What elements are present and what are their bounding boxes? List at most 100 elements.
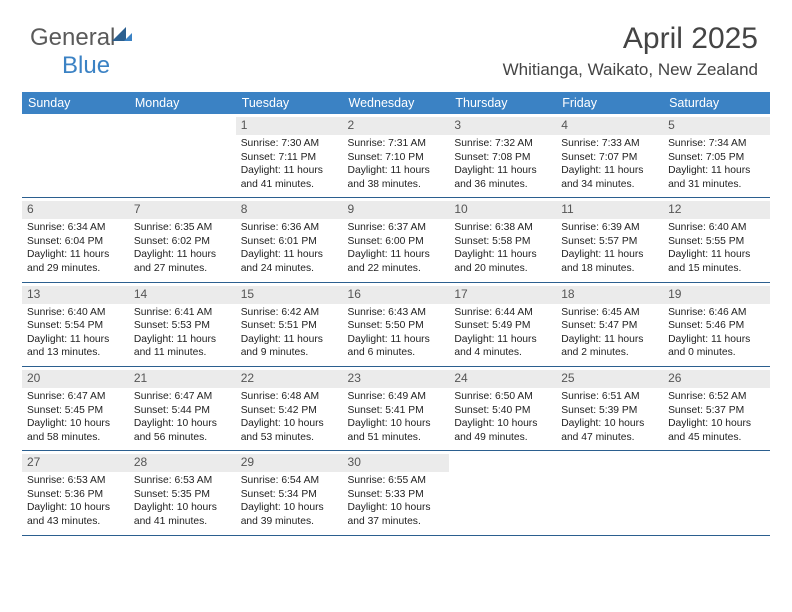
page-title: April 2025 (623, 22, 758, 56)
day-cell: 6 Sunrise: 6:34 AMSunset: 6:04 PMDaylight… (22, 198, 129, 281)
day-number: 21 (129, 370, 236, 388)
day-number: 10 (449, 201, 556, 219)
day-details: Sunrise: 7:34 AMSunset: 7:05 PMDaylight:… (668, 137, 765, 191)
day-details: Sunrise: 6:43 AMSunset: 5:50 PMDaylight:… (348, 306, 445, 360)
day-number: 12 (663, 201, 770, 219)
empty-cell (663, 451, 770, 534)
empty-cell (22, 114, 129, 197)
day-number: 3 (449, 117, 556, 135)
day-number: 13 (22, 286, 129, 304)
dow-header-cell: Thursday (449, 96, 556, 110)
day-details: Sunrise: 6:52 AMSunset: 5:37 PMDaylight:… (668, 390, 765, 444)
day-number: 17 (449, 286, 556, 304)
day-number: 14 (129, 286, 236, 304)
logo: General Blue (30, 24, 132, 80)
day-details: Sunrise: 6:45 AMSunset: 5:47 PMDaylight:… (561, 306, 658, 360)
day-cell: 27 Sunrise: 6:53 AMSunset: 5:36 PMDayligh… (22, 451, 129, 534)
day-cell: 28 Sunrise: 6:53 AMSunset: 5:35 PMDayligh… (129, 451, 236, 534)
dow-header-cell: Wednesday (343, 96, 450, 110)
day-cell: 22 Sunrise: 6:48 AMSunset: 5:42 PMDayligh… (236, 367, 343, 450)
day-cell: 2 Sunrise: 7:31 AMSunset: 7:10 PMDaylight… (343, 114, 450, 197)
day-cell: 13 Sunrise: 6:40 AMSunset: 5:54 PMDayligh… (22, 283, 129, 366)
day-number: 29 (236, 454, 343, 472)
dow-header-cell: Sunday (22, 96, 129, 110)
day-number: 22 (236, 370, 343, 388)
day-number: 20 (22, 370, 129, 388)
week-row: 6 Sunrise: 6:34 AMSunset: 6:04 PMDaylight… (22, 198, 770, 282)
day-details: Sunrise: 6:41 AMSunset: 5:53 PMDaylight:… (134, 306, 231, 360)
day-number: 27 (22, 454, 129, 472)
day-details: Sunrise: 6:49 AMSunset: 5:41 PMDaylight:… (348, 390, 445, 444)
dow-header-cell: Saturday (663, 96, 770, 110)
day-number: 6 (22, 201, 129, 219)
day-cell: 9 Sunrise: 6:37 AMSunset: 6:00 PMDaylight… (343, 198, 450, 281)
day-number: 15 (236, 286, 343, 304)
day-details: Sunrise: 6:42 AMSunset: 5:51 PMDaylight:… (241, 306, 338, 360)
day-number: 24 (449, 370, 556, 388)
day-details: Sunrise: 7:31 AMSunset: 7:10 PMDaylight:… (348, 137, 445, 191)
day-details: Sunrise: 6:53 AMSunset: 5:35 PMDaylight:… (134, 474, 231, 528)
page-subtitle: Whitianga, Waikato, New Zealand (503, 60, 758, 80)
day-details: Sunrise: 6:36 AMSunset: 6:01 PMDaylight:… (241, 221, 338, 275)
day-cell: 30 Sunrise: 6:55 AMSunset: 5:33 PMDayligh… (343, 451, 450, 534)
day-number: 9 (343, 201, 450, 219)
day-details: Sunrise: 6:50 AMSunset: 5:40 PMDaylight:… (454, 390, 551, 444)
day-cell: 20 Sunrise: 6:47 AMSunset: 5:45 PMDayligh… (22, 367, 129, 450)
dow-header-cell: Friday (556, 96, 663, 110)
day-details: Sunrise: 6:40 AMSunset: 5:55 PMDaylight:… (668, 221, 765, 275)
day-details: Sunrise: 7:30 AMSunset: 7:11 PMDaylight:… (241, 137, 338, 191)
day-number: 16 (343, 286, 450, 304)
day-number: 8 (236, 201, 343, 219)
day-details: Sunrise: 6:47 AMSunset: 5:44 PMDaylight:… (134, 390, 231, 444)
day-cell: 5 Sunrise: 7:34 AMSunset: 7:05 PMDaylight… (663, 114, 770, 197)
day-details: Sunrise: 6:55 AMSunset: 5:33 PMDaylight:… (348, 474, 445, 528)
day-details: Sunrise: 7:33 AMSunset: 7:07 PMDaylight:… (561, 137, 658, 191)
calendar-grid: SundayMondayTuesdayWednesdayThursdayFrid… (22, 92, 770, 536)
day-cell: 11Sunrise: 6:39 AMSunset: 5:57 PMDayligh… (556, 198, 663, 281)
day-number: 1 (236, 117, 343, 135)
week-row: 1 Sunrise: 7:30 AMSunset: 7:11 PMDaylight… (22, 114, 770, 198)
day-details: Sunrise: 6:48 AMSunset: 5:42 PMDaylight:… (241, 390, 338, 444)
day-details: Sunrise: 6:53 AMSunset: 5:36 PMDaylight:… (27, 474, 124, 528)
day-details: Sunrise: 6:51 AMSunset: 5:39 PMDaylight:… (561, 390, 658, 444)
day-cell: 24 Sunrise: 6:50 AMSunset: 5:40 PMDayligh… (449, 367, 556, 450)
day-number: 4 (556, 117, 663, 135)
dow-header-row: SundayMondayTuesdayWednesdayThursdayFrid… (22, 92, 770, 114)
day-number: 5 (663, 117, 770, 135)
empty-cell (129, 114, 236, 197)
logo-text-blue: Blue (62, 52, 110, 80)
day-details: Sunrise: 6:38 AMSunset: 5:58 PMDaylight:… (454, 221, 551, 275)
day-details: Sunrise: 6:47 AMSunset: 5:45 PMDaylight:… (27, 390, 124, 444)
empty-cell (449, 451, 556, 534)
day-cell: 23 Sunrise: 6:49 AMSunset: 5:41 PMDayligh… (343, 367, 450, 450)
day-details: Sunrise: 6:54 AMSunset: 5:34 PMDaylight:… (241, 474, 338, 528)
day-cell: 4 Sunrise: 7:33 AMSunset: 7:07 PMDaylight… (556, 114, 663, 197)
day-number: 30 (343, 454, 450, 472)
day-cell: 25Sunrise: 6:51 AMSunset: 5:39 PMDayligh… (556, 367, 663, 450)
day-details: Sunrise: 6:46 AMSunset: 5:46 PMDaylight:… (668, 306, 765, 360)
day-details: Sunrise: 6:37 AMSunset: 6:00 PMDaylight:… (348, 221, 445, 275)
day-number: 2 (343, 117, 450, 135)
day-number: 23 (343, 370, 450, 388)
day-cell: 8 Sunrise: 6:36 AMSunset: 6:01 PMDaylight… (236, 198, 343, 281)
day-number: 28 (129, 454, 236, 472)
day-number: 19 (663, 286, 770, 304)
day-cell: 10 Sunrise: 6:38 AMSunset: 5:58 PMDayligh… (449, 198, 556, 281)
empty-cell (556, 451, 663, 534)
day-cell: 15 Sunrise: 6:42 AMSunset: 5:51 PMDayligh… (236, 283, 343, 366)
day-cell: 26Sunrise: 6:52 AMSunset: 5:37 PMDayligh… (663, 367, 770, 450)
day-details: Sunrise: 7:32 AMSunset: 7:08 PMDaylight:… (454, 137, 551, 191)
week-row: 13 Sunrise: 6:40 AMSunset: 5:54 PMDayligh… (22, 283, 770, 367)
day-cell: 18Sunrise: 6:45 AMSunset: 5:47 PMDayligh… (556, 283, 663, 366)
week-row: 20 Sunrise: 6:47 AMSunset: 5:45 PMDayligh… (22, 367, 770, 451)
day-number: 11 (556, 201, 663, 219)
day-cell: 14 Sunrise: 6:41 AMSunset: 5:53 PMDayligh… (129, 283, 236, 366)
weeks-container: 1 Sunrise: 7:30 AMSunset: 7:11 PMDaylight… (22, 114, 770, 536)
logo-text-gray: General (30, 24, 115, 51)
day-details: Sunrise: 6:40 AMSunset: 5:54 PMDaylight:… (27, 306, 124, 360)
day-details: Sunrise: 6:35 AMSunset: 6:02 PMDaylight:… (134, 221, 231, 275)
day-number: 7 (129, 201, 236, 219)
day-cell: 3 Sunrise: 7:32 AMSunset: 7:08 PMDaylight… (449, 114, 556, 197)
day-cell: 21 Sunrise: 6:47 AMSunset: 5:44 PMDayligh… (129, 367, 236, 450)
day-details: Sunrise: 6:34 AMSunset: 6:04 PMDaylight:… (27, 221, 124, 275)
